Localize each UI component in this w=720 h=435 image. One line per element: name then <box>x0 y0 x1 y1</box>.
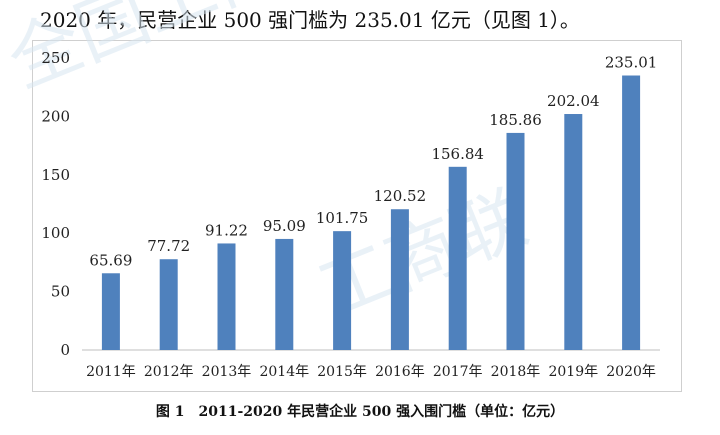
data-label: 77.72 <box>147 237 190 255</box>
x-tick-label: 2012年 <box>144 364 194 380</box>
y-tick-label: 150 <box>41 166 70 184</box>
bar-chart: 0 50 100 150 200 250 65.69 2011年 77.72 2012年 91.22… <box>41 49 660 380</box>
data-label: 185.86 <box>489 111 542 129</box>
x-tick-label: 2013年 <box>202 364 252 380</box>
x-tick-label: 2014年 <box>259 364 309 380</box>
bar <box>448 166 467 350</box>
bar <box>390 209 409 350</box>
chart-frame <box>32 40 682 392</box>
bar <box>101 273 120 350</box>
y-tick-label: 0 <box>60 341 70 359</box>
data-label: 120.52 <box>374 187 427 205</box>
bar <box>275 238 294 350</box>
data-label: 156.84 <box>431 145 484 163</box>
data-label: 91.22 <box>205 221 248 239</box>
x-tick-label: 2015年 <box>317 364 367 380</box>
bar <box>217 243 236 350</box>
bar <box>159 259 178 350</box>
bar <box>333 231 352 350</box>
x-tick-label: 2019年 <box>548 364 598 380</box>
x-tick-label: 2016年 <box>375 364 425 380</box>
y-tick-label: 250 <box>41 49 70 67</box>
data-label: 95.09 <box>263 217 306 235</box>
x-tick-label: 2017年 <box>433 364 483 380</box>
figure-caption: 图 1 2011-2020 年民营企业 500 强入围门槛（单位：亿元） <box>155 404 565 420</box>
x-tick-label: 2018年 <box>491 364 541 380</box>
bar <box>622 75 641 350</box>
intro-sentence: 2020 年，民营企业 500 强门槛为 235.01 亿元（见图 1）。 <box>40 8 580 32</box>
y-tick-label: 50 <box>51 283 70 301</box>
data-label: 235.01 <box>605 54 658 72</box>
data-label: 202.04 <box>547 92 600 110</box>
x-tick-label: 2020年 <box>606 364 656 380</box>
data-label: 101.75 <box>316 209 369 227</box>
bar <box>564 114 583 351</box>
bar <box>506 132 525 350</box>
data-label: 65.69 <box>89 251 132 269</box>
y-tick-label: 200 <box>41 107 70 125</box>
y-tick-label: 100 <box>41 224 70 242</box>
x-tick-label: 2011年 <box>86 364 136 380</box>
